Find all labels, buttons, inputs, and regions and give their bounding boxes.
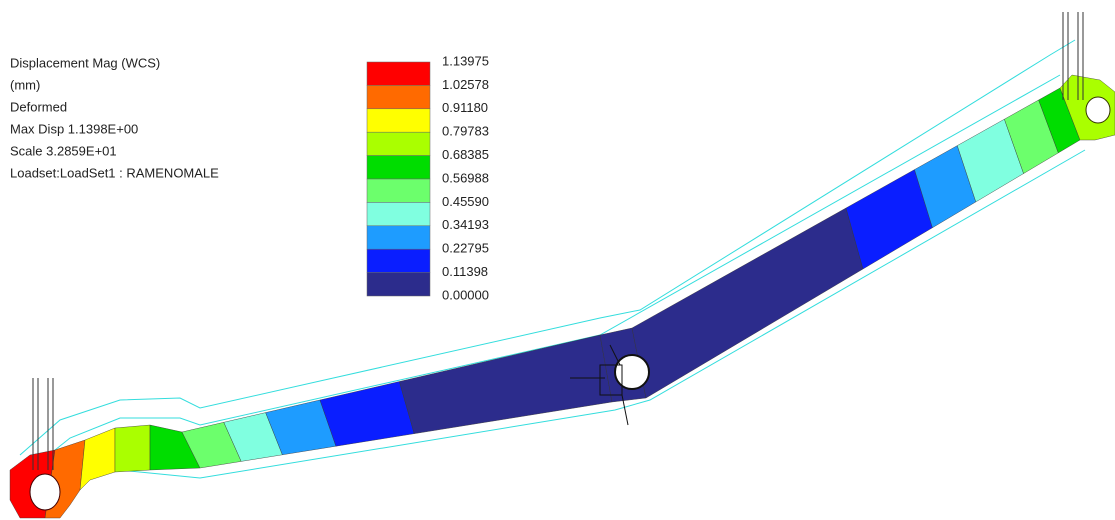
viewport: Displacement Mag (WCS) (mm) Deformed Max Di… <box>0 0 1115 520</box>
legend-swatch <box>367 202 430 225</box>
hole <box>1086 97 1110 123</box>
fea-result-view: Displacement Mag (WCS) (mm) Deformed Max Di… <box>0 0 1115 520</box>
legend-swatch <box>367 85 430 108</box>
legend-swatch <box>367 156 430 179</box>
legend-swatch <box>367 273 430 296</box>
legend-label: 0.00000 <box>442 287 489 302</box>
legend-label: 1.13975 <box>442 53 489 68</box>
legend-label: 0.79783 <box>442 124 489 139</box>
legend-label: 0.45590 <box>442 194 489 209</box>
undeformed-outline <box>20 40 1085 478</box>
legend-label: 0.56988 <box>442 170 489 185</box>
info-line: Displacement Mag (WCS) <box>10 55 160 70</box>
info-block: Displacement Mag (WCS) (mm) Deformed Max Di… <box>10 55 219 180</box>
part-region <box>632 208 863 398</box>
legend-swatch <box>367 226 430 249</box>
legend-swatch <box>367 132 430 155</box>
part-region <box>80 428 115 490</box>
legend-swatch <box>367 249 430 272</box>
legend-label: 0.68385 <box>442 147 489 162</box>
legend-label: 0.11398 <box>442 264 488 279</box>
part <box>10 75 1115 518</box>
color-legend: 1.13975 1.02578 0.91180 0.79783 0.68385 0.569… <box>367 53 489 302</box>
legend-label: 0.34193 <box>442 217 489 232</box>
part-region <box>320 382 414 447</box>
legend-label: 0.22795 <box>442 241 489 256</box>
part-region <box>399 335 612 434</box>
info-line: (mm) <box>10 77 40 92</box>
legend-label: 0.91180 <box>442 100 488 115</box>
info-line: Deformed <box>10 99 67 114</box>
legend-swatch <box>367 179 430 202</box>
info-line: Scale 3.2859E+01 <box>10 143 117 158</box>
info-line: Loadset:LoadSet1 : RAMENOMALE <box>10 165 219 180</box>
legend-swatch <box>367 62 430 85</box>
legend-label: 1.02578 <box>442 77 489 92</box>
hole <box>30 474 60 510</box>
pivot-hole <box>615 355 649 389</box>
part-region <box>115 425 150 472</box>
info-line: Max Disp 1.1398E+00 <box>10 121 138 136</box>
legend-swatch <box>367 109 430 132</box>
